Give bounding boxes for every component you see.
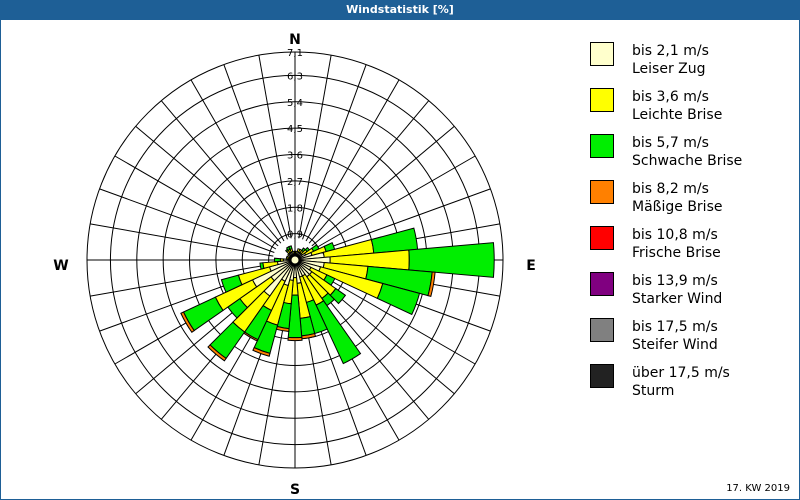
legend-label: bis 13,9 m/s Starker Wind — [632, 272, 722, 308]
spoke — [305, 79, 400, 242]
legend-swatch — [590, 88, 614, 112]
legend-class-name: Schwache Brise — [632, 153, 743, 169]
sector-260-class-2 — [259, 262, 265, 270]
legend-swatch — [590, 180, 614, 204]
legend-swatch — [590, 272, 614, 296]
compass-s: S — [290, 482, 300, 498]
compass-e: E — [526, 258, 536, 274]
sector-80-class-2 — [370, 227, 419, 254]
sector-290-class-1 — [285, 255, 291, 260]
compass-w: W — [53, 258, 68, 274]
spoke — [311, 125, 455, 247]
ring-label: 6,3 — [287, 71, 303, 82]
spoke — [298, 55, 332, 239]
legend-swatch — [590, 42, 614, 66]
center-calm-circle — [290, 255, 300, 265]
footer-week-label: 17. KW 2019 — [726, 483, 790, 494]
ring-label: 7,1 — [287, 48, 303, 59]
sector-340-class-2 — [288, 245, 293, 251]
spoke — [190, 79, 285, 242]
legend-label: bis 2,1 m/s Leiser Zug — [632, 42, 709, 78]
sector-200-class-3 — [252, 346, 271, 357]
spoke — [160, 100, 282, 244]
sector-130-class-2 — [329, 287, 347, 305]
legend-class-name: Leichte Brise — [632, 107, 723, 123]
sector-180-class-3 — [287, 336, 303, 342]
sector-350-class-1 — [292, 250, 296, 255]
ring-label: 4,5 — [287, 124, 303, 135]
spoke — [223, 64, 288, 240]
legend-swatch — [590, 318, 614, 342]
legend-class-name: Leiser Zug — [632, 61, 706, 77]
ring-label: 5,4 — [287, 98, 303, 109]
spoke — [135, 125, 279, 247]
legend-swatch — [590, 364, 614, 388]
legend-label: bis 10,8 m/s Frische Brise — [632, 226, 721, 262]
title-bar: Windstatistik [%] — [0, 0, 800, 20]
legend-swatch — [590, 134, 614, 158]
legend-range: bis 17,5 m/s — [632, 319, 718, 335]
spoke — [308, 100, 430, 244]
legend-range: bis 2,1 m/s — [632, 43, 709, 59]
legend-range: bis 3,6 m/s — [632, 89, 709, 105]
sector-150-class-2 — [315, 300, 362, 365]
ring-label: 3,6 — [287, 151, 303, 162]
legend-swatch — [590, 226, 614, 250]
legend-range: bis 5,7 m/s — [632, 135, 709, 151]
legend-label: bis 8,2 m/s Mäßige Brise — [632, 180, 722, 216]
spoke — [114, 155, 277, 250]
legend-label: über 17,5 m/s Sturm — [632, 364, 730, 400]
spoke — [315, 188, 491, 253]
sector-220-class-3 — [207, 344, 227, 362]
sector-240-class-3 — [180, 311, 195, 333]
ring-label: 0,9 — [287, 230, 303, 241]
legend-class-name: Sturm — [632, 383, 675, 399]
legend-class-name: Frische Brise — [632, 245, 721, 261]
legend-class-name: Starker Wind — [632, 291, 723, 307]
sector-110-class-2 — [376, 282, 421, 316]
legend-range: über 17,5 m/s — [632, 365, 730, 381]
spoke — [258, 55, 292, 239]
legend-class-name: Mäßige Brise — [632, 199, 723, 215]
spoke — [90, 223, 274, 257]
spoke — [302, 64, 367, 240]
legend-label: bis 3,6 m/s Leichte Brise — [632, 88, 722, 124]
legend-range: bis 10,8 m/s — [632, 227, 718, 243]
sector-270-class-2 — [273, 257, 281, 263]
compass-n: N — [289, 32, 301, 48]
spoke — [313, 270, 476, 365]
legend-label: bis 5,7 m/s Schwache Brise — [632, 134, 742, 170]
legend-label: bis 17,5 m/s Steifer Wind — [632, 318, 718, 354]
sector-90-class-2 — [408, 242, 495, 278]
spoke — [99, 188, 275, 253]
spoke — [313, 155, 476, 250]
legend-range: bis 13,9 m/s — [632, 273, 718, 289]
ring-label: 2,7 — [287, 177, 303, 188]
legend-range: bis 8,2 m/s — [632, 181, 709, 197]
sector-250-class-2 — [220, 274, 243, 293]
legend-class-name: Steifer Wind — [632, 337, 718, 353]
ring-label: 1,8 — [287, 203, 303, 214]
sector-100-class-3 — [427, 271, 436, 298]
spoke — [90, 263, 274, 297]
